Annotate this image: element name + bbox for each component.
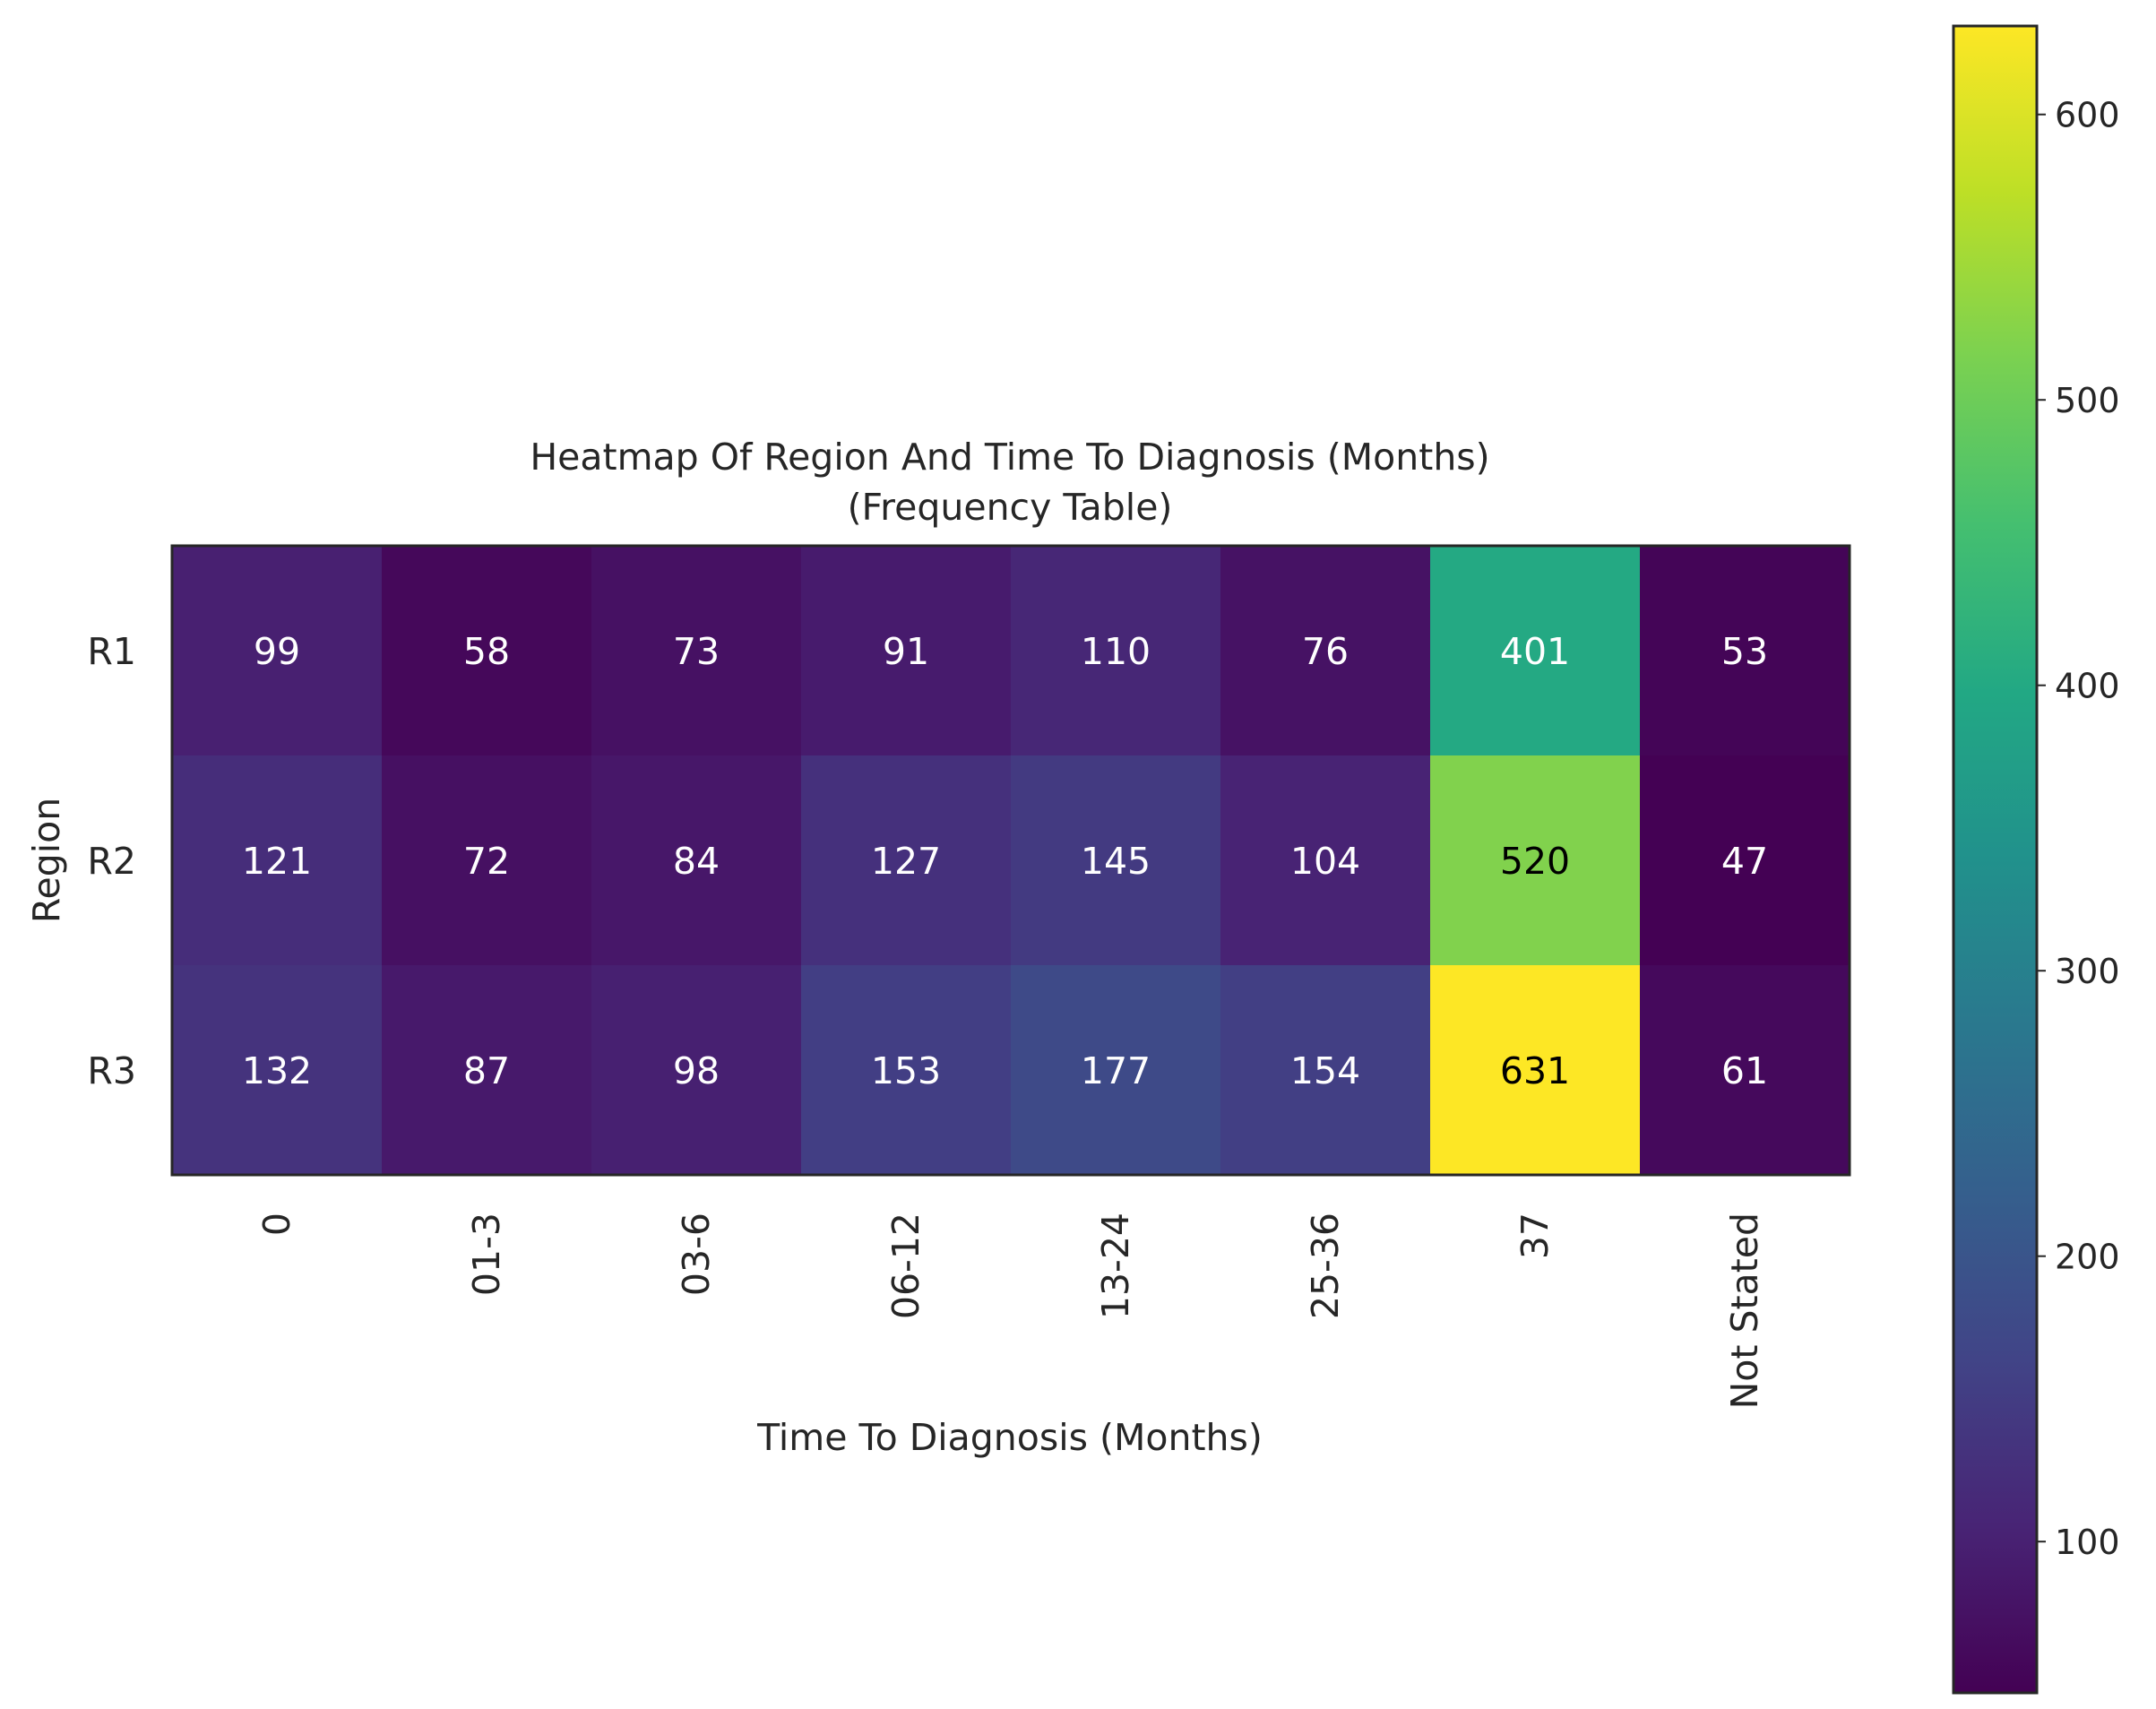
- cell-value-label: 76: [1302, 630, 1349, 673]
- heatmap-cell: [1220, 755, 1431, 966]
- heatmap-cell: [591, 546, 802, 756]
- colorbar-tick-label: 600: [2055, 96, 2120, 135]
- cell-value-label: 401: [1500, 630, 1570, 673]
- cell-value-label: 145: [1081, 840, 1151, 883]
- cell-value-label: 127: [871, 840, 941, 883]
- heatmap-cell: [172, 755, 383, 966]
- x-tick-label: 0: [255, 1213, 298, 1236]
- heatmap-cell: [172, 965, 383, 1176]
- heatmap-cell: [1640, 755, 1850, 966]
- cell-value-label: 91: [883, 630, 929, 673]
- y-tick-label: R3: [87, 1049, 136, 1092]
- heatmap-cell: [172, 546, 383, 756]
- cell-value-label: 47: [1721, 840, 1768, 883]
- x-tick-label: 25-36: [1304, 1213, 1347, 1319]
- x-tick-label: Not Stated: [1723, 1213, 1766, 1409]
- heatmap-cell: [1430, 755, 1641, 966]
- cell-value-label: 61: [1721, 1049, 1768, 1092]
- cell-value-label: 121: [242, 840, 312, 883]
- y-tick-label: R1: [87, 630, 136, 673]
- heatmap-cell: [1011, 546, 1221, 756]
- y-axis-label: Region: [25, 798, 68, 923]
- heatmap-cell: [382, 755, 592, 966]
- heatmap-cell: [1640, 965, 1850, 1176]
- heatmap-cell: [591, 965, 802, 1176]
- cell-value-label: 177: [1081, 1049, 1151, 1092]
- cell-value-label: 53: [1721, 630, 1768, 673]
- heatmap-cell: [1011, 965, 1221, 1176]
- cell-value-label: 631: [1500, 1049, 1570, 1092]
- chart-title: Heatmap Of Region And Time To Diagnosis …: [530, 436, 1489, 479]
- cell-value-label: 73: [673, 630, 720, 673]
- cell-value-label: 104: [1290, 840, 1360, 883]
- heatmap-cell-labels: 99 58 73 91 110 76 401 53 121 72 84 127 145 104 520 47 1…: [242, 630, 1768, 1092]
- cell-value-label: 99: [254, 630, 300, 673]
- cell-value-label: 87: [463, 1049, 510, 1092]
- x-axis-label: Time To Diagnosis (Months): [756, 1416, 1263, 1459]
- y-axis-tick-labels: R1 R2 R3: [87, 630, 136, 1092]
- cell-value-label: 153: [871, 1049, 941, 1092]
- cell-value-label: 72: [463, 840, 510, 883]
- x-tick-label: 13-24: [1094, 1213, 1137, 1319]
- heatmap-cell: [801, 546, 1012, 756]
- heatmap-cell: [591, 755, 802, 966]
- cell-value-label: 110: [1081, 630, 1151, 673]
- heatmap-cell: [382, 965, 592, 1176]
- heatmap-cell: [382, 546, 592, 756]
- heatmap-cell: [1011, 755, 1221, 966]
- chart-subtitle: (Frequency Table): [848, 486, 1173, 529]
- cell-value-label: 520: [1500, 840, 1570, 883]
- heatmap-cell: [1430, 546, 1641, 756]
- heatmap-cell: [801, 965, 1012, 1176]
- colorbar-tick-label: 300: [2055, 952, 2120, 991]
- x-tick-label: 03-6: [675, 1213, 718, 1296]
- x-tick-label: 37: [1514, 1213, 1557, 1259]
- heatmap-cell: [801, 755, 1012, 966]
- x-tick-label: 01-3: [465, 1213, 508, 1296]
- colorbar-tick-label: 400: [2055, 667, 2120, 706]
- heatmap-cell: [1430, 965, 1641, 1176]
- colorbar: [1952, 24, 2039, 1695]
- heatmap-cell: [1220, 965, 1431, 1176]
- heatmap-cell: [1640, 546, 1850, 756]
- cell-value-label: 58: [463, 630, 510, 673]
- heatmap-frame: [170, 544, 1851, 1177]
- y-tick-label: R2: [87, 840, 136, 883]
- x-axis-tick-labels: 0 01-3 03-6 06-12 13-24 25-36 37 Not Stated: [255, 1213, 1766, 1409]
- heatmap-cell: [1220, 546, 1431, 756]
- cell-value-label: 132: [242, 1049, 312, 1092]
- cell-value-label: 84: [673, 840, 720, 883]
- colorbar-tick-label: 500: [2055, 381, 2120, 420]
- x-tick-label: 06-12: [884, 1213, 927, 1319]
- heatmap-cells: [172, 546, 1850, 1176]
- cell-value-label: 154: [1290, 1049, 1360, 1092]
- colorbar-tick-label: 200: [2055, 1238, 2120, 1277]
- colorbar-tick-label: 100: [2055, 1523, 2120, 1562]
- cell-value-label: 98: [673, 1049, 720, 1092]
- colorbar-tick-labels: 100 200 300 400 500 600: [2037, 96, 2120, 1562]
